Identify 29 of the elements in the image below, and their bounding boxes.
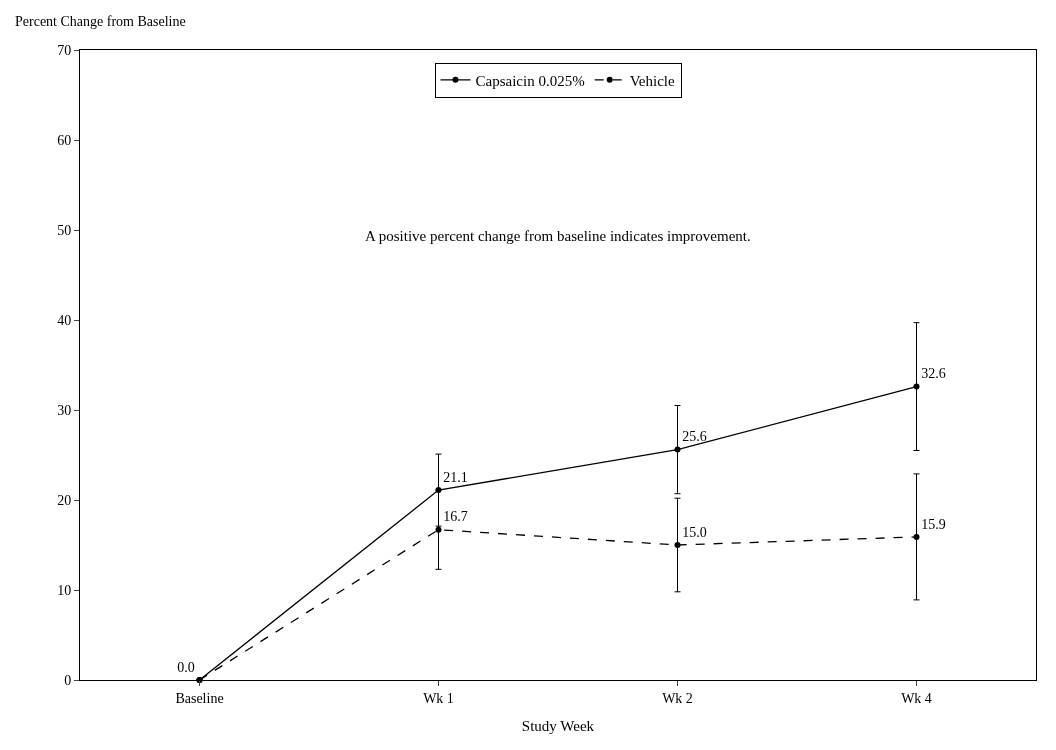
data-label: 21.1 <box>443 469 468 485</box>
y-tick-label: 50 <box>57 222 72 238</box>
legend-label: Capsaicin 0.025% <box>475 72 585 89</box>
data-label: 32.6 <box>921 366 946 382</box>
y-tick-label: 30 <box>57 402 72 418</box>
data-label: 25.6 <box>682 429 707 445</box>
y-tick-label: 40 <box>57 312 72 328</box>
point <box>435 526 442 533</box>
x-axis-title: Study Week <box>521 717 595 734</box>
data-label: 15.9 <box>921 516 946 532</box>
x-tick-label: Wk 2 <box>662 690 693 706</box>
point <box>913 383 920 390</box>
legend-label: Vehicle <box>629 72 675 89</box>
data-label: 0.0 <box>177 659 195 675</box>
x-tick-label: Wk 4 <box>901 690 932 706</box>
data-label: 15.0 <box>682 524 707 540</box>
y-tick-label: 0 <box>64 672 72 688</box>
y-tick-label: 70 <box>57 42 72 58</box>
annotation: A positive percent change from baseline indicates improvement. <box>365 228 751 244</box>
y-tick-label: 10 <box>57 582 72 598</box>
point <box>674 446 681 453</box>
y-tick-label: 60 <box>57 132 72 148</box>
point <box>913 533 920 540</box>
y-tick-label: 20 <box>57 492 72 508</box>
x-tick-label: Wk 1 <box>423 690 454 706</box>
data-label: 16.7 <box>443 509 468 525</box>
y-axis-title: Percent Change from Baseline <box>15 14 186 29</box>
point <box>674 542 681 548</box>
x-tick-label: Baseline <box>175 690 224 706</box>
